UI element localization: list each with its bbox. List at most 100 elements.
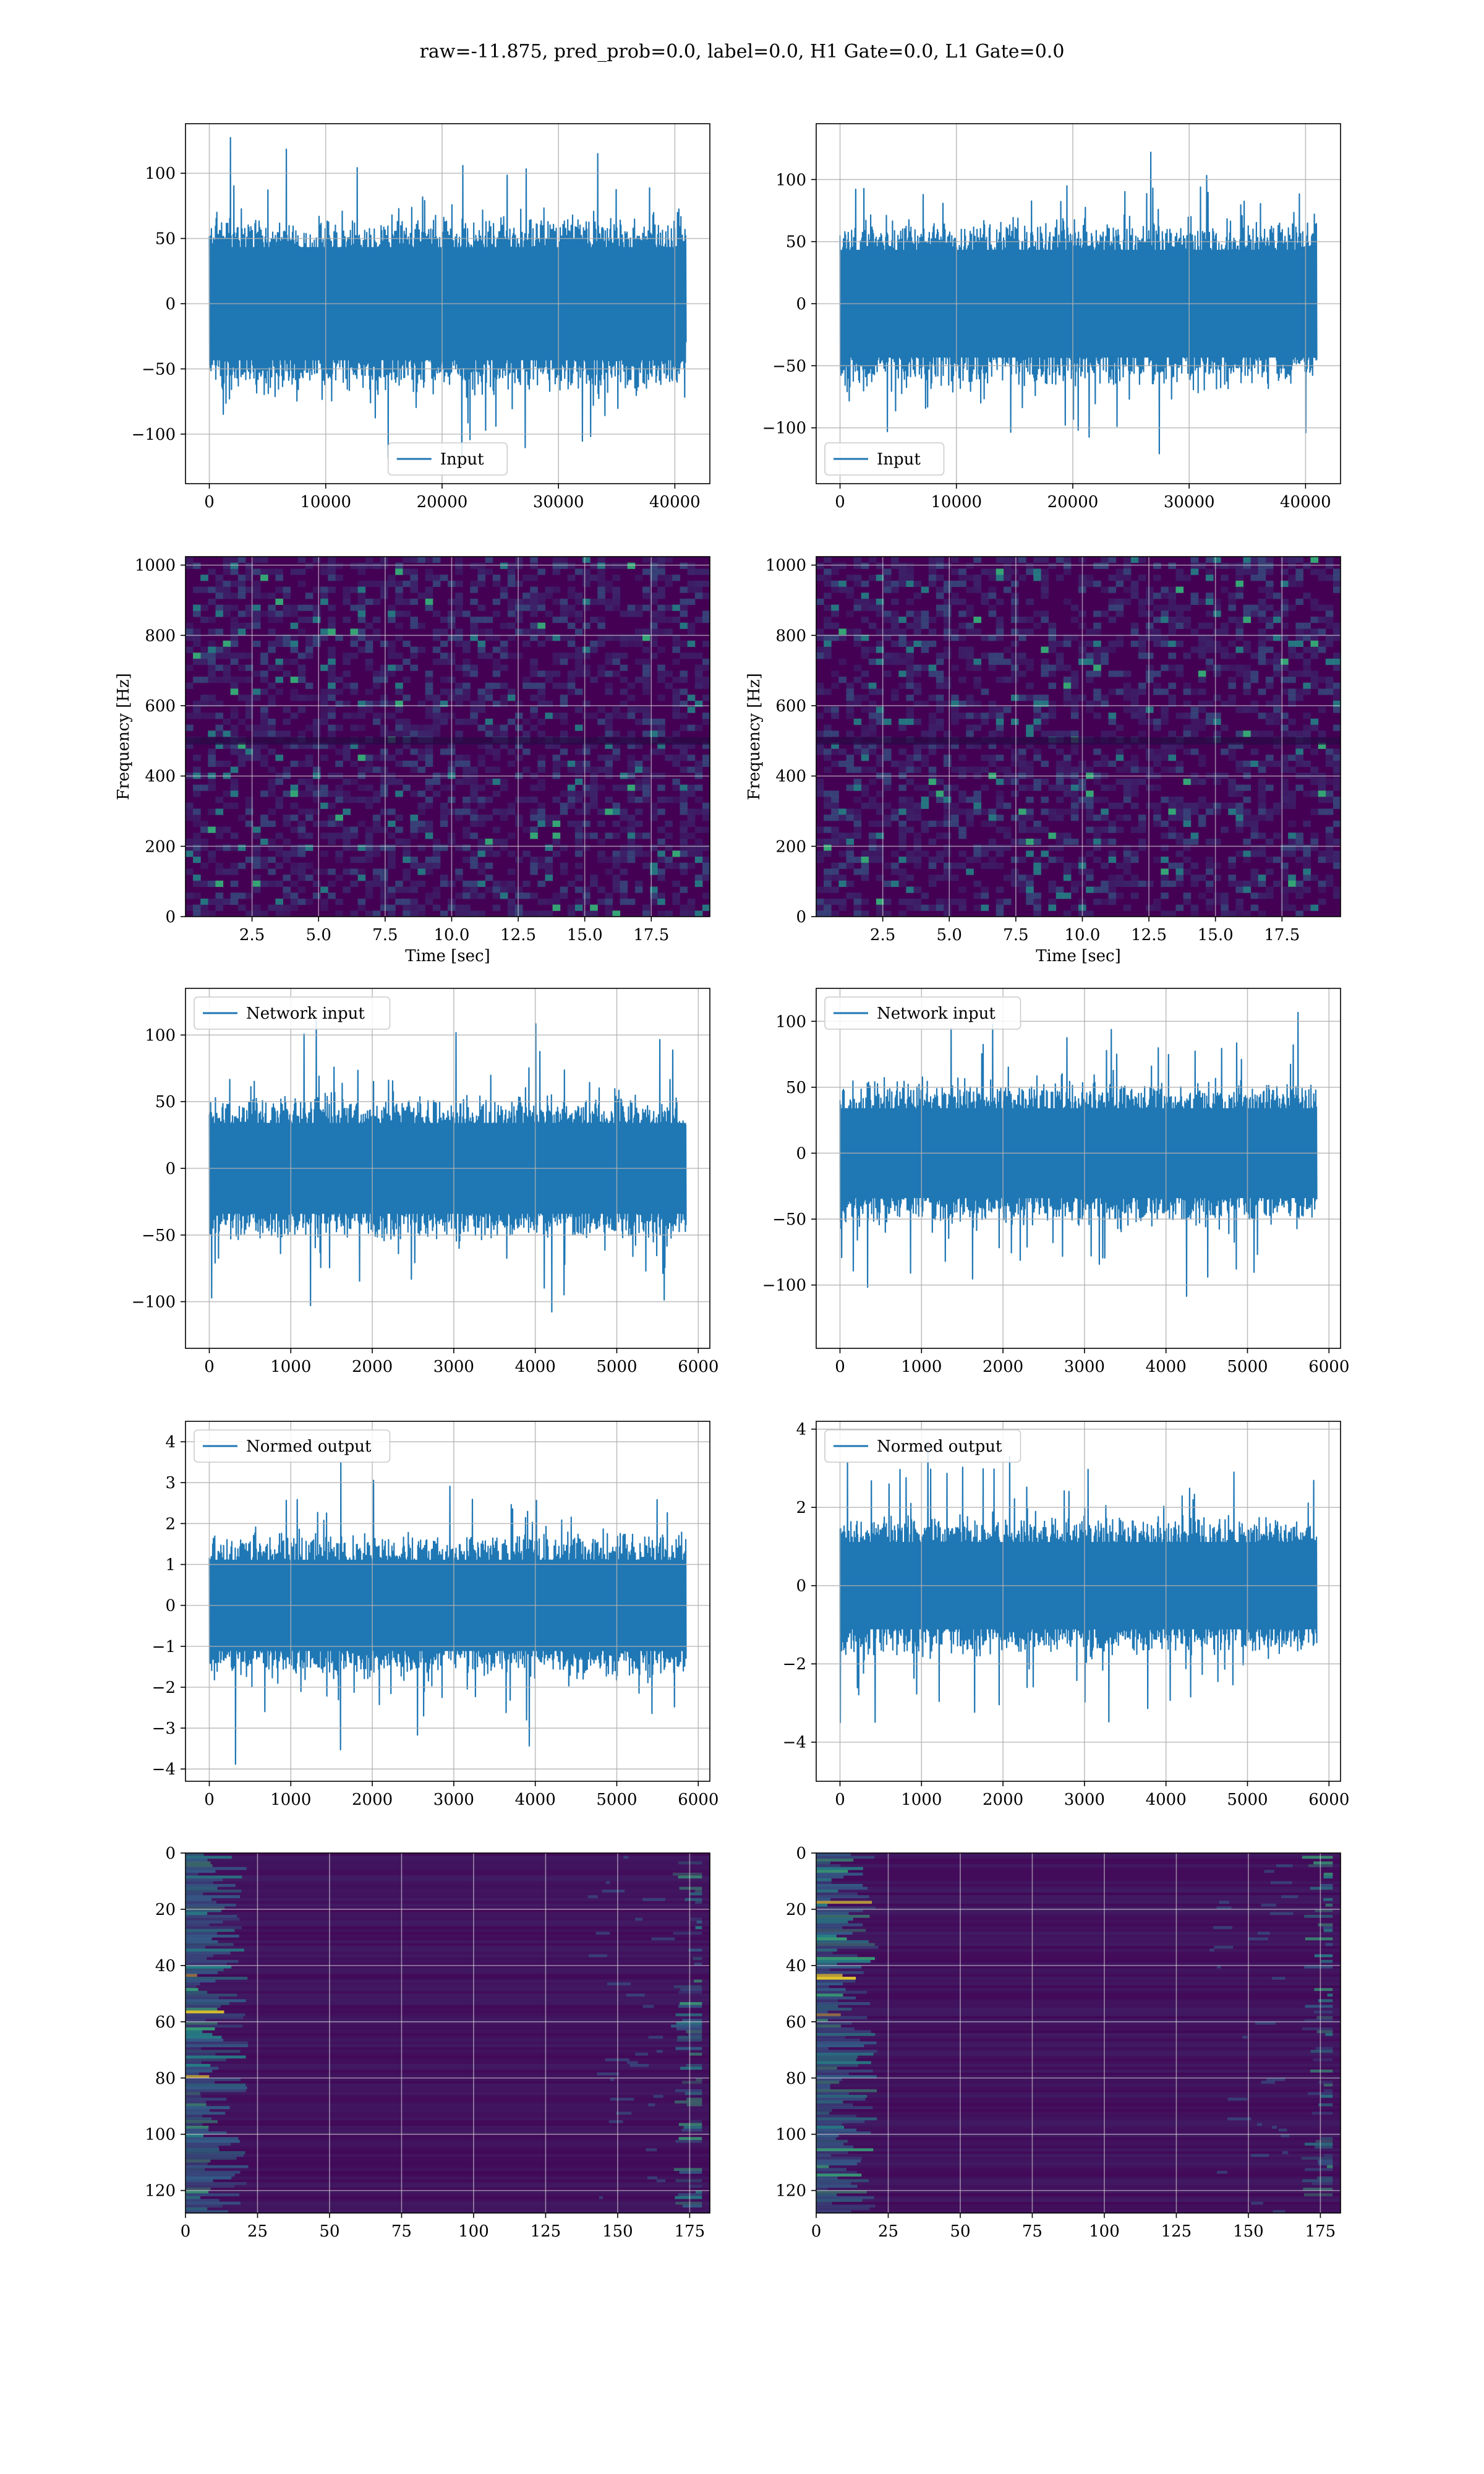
spectrogram-cell <box>425 604 433 611</box>
spectrogram-cell <box>522 593 531 599</box>
spectrogram-cell <box>230 713 239 719</box>
spectrogram-cell <box>824 880 832 887</box>
spectrogram-cell <box>328 617 336 623</box>
spectrogram-cell <box>1048 857 1057 863</box>
spectrogram-cell <box>275 755 283 761</box>
spectrogram-cell <box>380 875 388 881</box>
spectrogram-cell <box>966 815 974 821</box>
spectrogram-cell <box>1265 760 1274 767</box>
feature-edge-blob <box>186 1977 248 1980</box>
spectrogram-cell <box>1205 658 1214 666</box>
spectrogram-cell <box>921 742 929 749</box>
spectrogram-cell <box>657 850 665 857</box>
y-tick-label: −3 <box>152 1719 176 1738</box>
spectrogram-cell <box>1011 868 1019 875</box>
spectrogram-cell <box>868 724 877 731</box>
feature-edge-blob <box>816 2151 848 2154</box>
spectrogram-cell <box>943 653 952 659</box>
spectrogram-cell <box>193 857 201 863</box>
spectrogram-cell <box>898 658 906 666</box>
spectrogram-cell <box>530 586 538 593</box>
spectrogram-cell <box>1273 833 1281 839</box>
spectrogram-cell <box>988 742 997 749</box>
spectrogram-cell <box>1318 688 1326 695</box>
feature-edge-blob <box>1255 2021 1276 2025</box>
spectrogram-cell <box>1273 802 1281 809</box>
spectrogram-cell <box>470 562 478 569</box>
spectrogram-cell <box>687 568 696 575</box>
spectrogram-cell <box>612 713 621 719</box>
spectrogram-cell <box>253 670 261 677</box>
chart-l1-spectrogram: 2.5 5.0 7.5 10.0 12.5 15.0 17.5020040060080010… <box>745 556 1341 965</box>
spectrogram-cell <box>1228 604 1236 611</box>
spectrogram-cell <box>410 580 418 587</box>
spectrogram-cell <box>921 850 929 857</box>
spectrogram-cell <box>876 820 884 827</box>
spectrogram-cell <box>831 826 839 833</box>
spectrogram-cell <box>492 724 501 731</box>
spectrogram-cell <box>237 892 246 899</box>
spectrogram-cell <box>1310 904 1319 911</box>
spectrogram-cell <box>981 593 989 599</box>
spectrogram-cell <box>343 790 351 797</box>
spectrogram-cell <box>824 790 832 797</box>
feature-row <box>816 1870 1341 1873</box>
spectrogram-cell <box>297 790 306 797</box>
spectrogram-cell <box>913 850 922 857</box>
spectrogram-cell <box>936 562 944 569</box>
spectrogram-cell <box>320 586 328 593</box>
spectrogram-cell <box>665 755 673 761</box>
spectrogram-cell <box>898 617 906 623</box>
y-tick-label: 100 <box>145 2126 176 2144</box>
spectrogram-cell <box>350 653 359 659</box>
spectrogram-cell <box>958 580 966 587</box>
y-tick-label: 100 <box>775 1012 806 1031</box>
spectrogram-cell <box>634 718 643 726</box>
spectrogram-cell <box>1213 610 1221 617</box>
spectrogram-cell <box>627 695 636 701</box>
feature-row <box>186 1968 710 1972</box>
spectrogram-cell <box>485 748 493 755</box>
spectrogram-cell <box>672 677 680 683</box>
spectrogram-cell <box>515 653 523 659</box>
spectrogram-cell <box>1161 610 1169 617</box>
spectrogram-cell <box>657 718 665 726</box>
feature-edge-blob <box>816 1864 841 1867</box>
y-tick-label: 0 <box>796 295 806 314</box>
spectrogram-cell <box>702 892 710 899</box>
spectrogram-cell <box>943 628 952 635</box>
spectrogram-cell <box>560 700 568 707</box>
spectrogram-cell <box>846 700 855 707</box>
spectrogram-cell <box>440 808 448 815</box>
spectrogram-cell <box>913 766 922 773</box>
spectrogram-cell <box>657 784 665 791</box>
spectrogram-cell <box>1018 880 1026 887</box>
spectrogram-cell <box>620 610 628 617</box>
spectrogram-cell <box>1153 755 1161 761</box>
spectrogram-cell <box>186 904 194 911</box>
spectrogram-cell <box>1205 862 1214 869</box>
spectrogram-cell <box>1265 635 1274 641</box>
spectrogram-cell <box>1265 713 1274 719</box>
spectrogram-cell <box>410 557 418 563</box>
y-tick-label: 600 <box>775 697 806 716</box>
spectrogram-cell <box>868 833 877 839</box>
spectrogram-cell <box>477 838 486 845</box>
spectrogram-cell <box>268 790 276 797</box>
spectrogram-cell <box>702 593 710 599</box>
spectrogram-cell <box>537 784 545 791</box>
spectrogram-cell <box>620 850 628 857</box>
spectrogram-cell <box>1310 808 1319 815</box>
spectrogram-cell <box>650 718 658 726</box>
spectrogram-cell <box>605 892 613 899</box>
spectrogram-cell <box>215 898 224 905</box>
spectrogram-cell <box>1153 760 1161 767</box>
spectrogram-cell <box>996 724 1004 731</box>
spectrogram-cell <box>1003 778 1012 785</box>
spectrogram-cell <box>657 610 665 617</box>
feature-edge-blob <box>816 2142 844 2146</box>
spectrogram-cell <box>208 646 216 653</box>
spectrogram-cell <box>530 622 538 629</box>
spectrogram-cell <box>1026 784 1034 791</box>
